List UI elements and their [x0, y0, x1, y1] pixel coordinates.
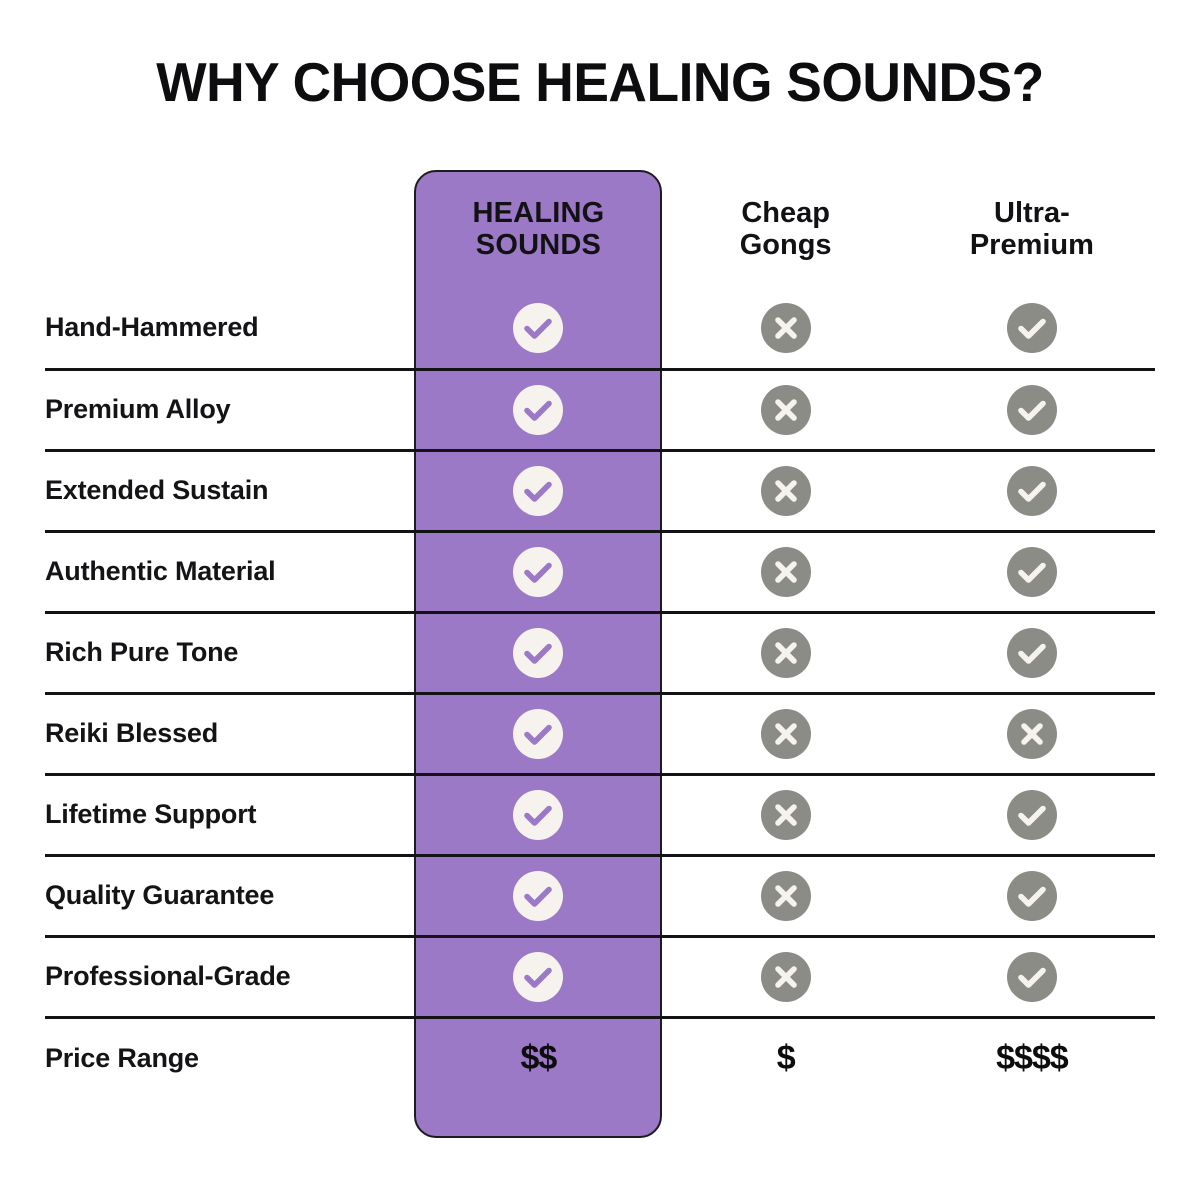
- header-healing-sounds-line1: HEALING: [472, 196, 605, 229]
- table-row: Hand-Hammered: [45, 288, 1155, 369]
- cell-cheap-gongs: [662, 610, 909, 693]
- header-cheap-gongs-line1: Cheap: [741, 196, 830, 229]
- header-row: HEALING SOUNDS Cheap Gongs Ultra- Premiu…: [45, 170, 1155, 288]
- cell-healing-sounds: [414, 529, 663, 612]
- cross-icon: [1006, 708, 1057, 759]
- feature-label: Premium Alloy: [45, 367, 415, 450]
- cross-icon: [760, 384, 811, 435]
- cross-icon: [760, 708, 811, 759]
- table-row: Authentic Material: [45, 529, 1155, 612]
- cell-ultra-premium: [908, 772, 1155, 855]
- cross-icon: [760, 951, 811, 1002]
- table-body: Hand-Hammered Premium Alloy Extended Susta…: [45, 288, 1155, 1098]
- feature-label: Price Range: [45, 1015, 415, 1098]
- check-icon: [1006, 870, 1057, 921]
- check-icon: [513, 465, 564, 516]
- header-ultra-premium-line1: Ultra-: [994, 196, 1070, 229]
- check-icon: [1006, 951, 1057, 1002]
- cell-healing-sounds: [414, 934, 663, 1017]
- check-icon: [1006, 302, 1057, 353]
- header-healing-sounds: HEALING SOUNDS: [414, 170, 662, 288]
- table-row: Professional-Grade: [45, 934, 1155, 1017]
- table-row: Lifetime Support: [45, 772, 1155, 855]
- feature-label: Authentic Material: [45, 529, 415, 612]
- feature-label: Reiki Blessed: [45, 691, 415, 774]
- cell-healing-sounds: [414, 288, 662, 369]
- check-icon: [513, 789, 564, 840]
- price-cheap-gongs: $: [662, 1015, 909, 1098]
- cell-cheap-gongs: [663, 288, 909, 369]
- cell-ultra-premium: [908, 367, 1155, 450]
- cell-cheap-gongs: [662, 448, 909, 531]
- price-healing-sounds: $$: [414, 1015, 663, 1098]
- cell-cheap-gongs: [662, 934, 909, 1017]
- feature-label: Professional-Grade: [45, 934, 415, 1017]
- table-row: Quality Guarantee: [45, 853, 1155, 936]
- cell-ultra-premium: [908, 934, 1155, 1017]
- check-icon: [1006, 789, 1057, 840]
- cell-healing-sounds: [414, 691, 663, 774]
- feature-label: Extended Sustain: [45, 448, 415, 531]
- header-ultra-premium: Ultra- Premium: [909, 170, 1155, 288]
- check-icon: [513, 302, 564, 353]
- feature-label: Quality Guarantee: [45, 853, 415, 936]
- cell-cheap-gongs: [662, 529, 909, 612]
- cell-healing-sounds: [414, 772, 663, 855]
- table-row: Rich Pure Tone: [45, 610, 1155, 693]
- cell-healing-sounds: [414, 448, 663, 531]
- cell-cheap-gongs: [662, 772, 909, 855]
- header-healing-sounds-line2: SOUNDS: [475, 229, 602, 261]
- comparison-table: HEALING SOUNDS Cheap Gongs Ultra- Premiu…: [45, 170, 1155, 1098]
- check-icon: [513, 870, 564, 921]
- check-icon: [1006, 384, 1057, 435]
- cell-cheap-gongs: [662, 691, 909, 774]
- header-feature-blank: [45, 170, 414, 288]
- cell-ultra-premium: [908, 448, 1155, 531]
- cell-healing-sounds: [414, 853, 663, 936]
- check-icon: [513, 627, 564, 678]
- cell-ultra-premium: [908, 691, 1155, 774]
- header-cheap-gongs-line2: Gongs: [739, 229, 832, 261]
- page-title: WHY CHOOSE HEALING SOUNDS?: [156, 51, 1044, 113]
- cell-ultra-premium: [909, 288, 1155, 369]
- cross-icon: [760, 546, 811, 597]
- table-header: HEALING SOUNDS Cheap Gongs Ultra- Premiu…: [45, 170, 1155, 288]
- table-row: Reiki Blessed: [45, 691, 1155, 774]
- check-icon: [1006, 627, 1057, 678]
- feature-label: Hand-Hammered: [45, 312, 259, 343]
- table-row: Extended Sustain: [45, 448, 1155, 531]
- check-icon: [513, 951, 564, 1002]
- check-icon: [1006, 546, 1057, 597]
- cell-ultra-premium: [908, 529, 1155, 612]
- cell-healing-sounds: [414, 367, 663, 450]
- check-icon: [513, 546, 564, 597]
- price-ultra-premium: $$$$: [908, 1015, 1155, 1098]
- feature-label: Lifetime Support: [45, 772, 415, 855]
- feature-label: Rich Pure Tone: [45, 610, 415, 693]
- header-cheap-gongs: Cheap Gongs: [663, 170, 909, 288]
- table-row: Premium Alloy: [45, 367, 1155, 450]
- check-icon: [513, 384, 564, 435]
- cross-icon: [760, 627, 811, 678]
- cell-cheap-gongs: [662, 367, 909, 450]
- check-icon: [513, 708, 564, 759]
- cell-healing-sounds: [414, 610, 663, 693]
- check-icon: [1006, 465, 1057, 516]
- cross-icon: [760, 870, 811, 921]
- table-row-price: Price Range $$ $ $$$$: [45, 1015, 1155, 1098]
- cross-icon: [760, 465, 811, 516]
- header-ultra-premium-line2: Premium: [969, 229, 1094, 261]
- cross-icon: [760, 789, 811, 840]
- cell-ultra-premium: [908, 610, 1155, 693]
- cell-ultra-premium: [908, 853, 1155, 936]
- cross-icon: [760, 302, 811, 353]
- cell-cheap-gongs: [662, 853, 909, 936]
